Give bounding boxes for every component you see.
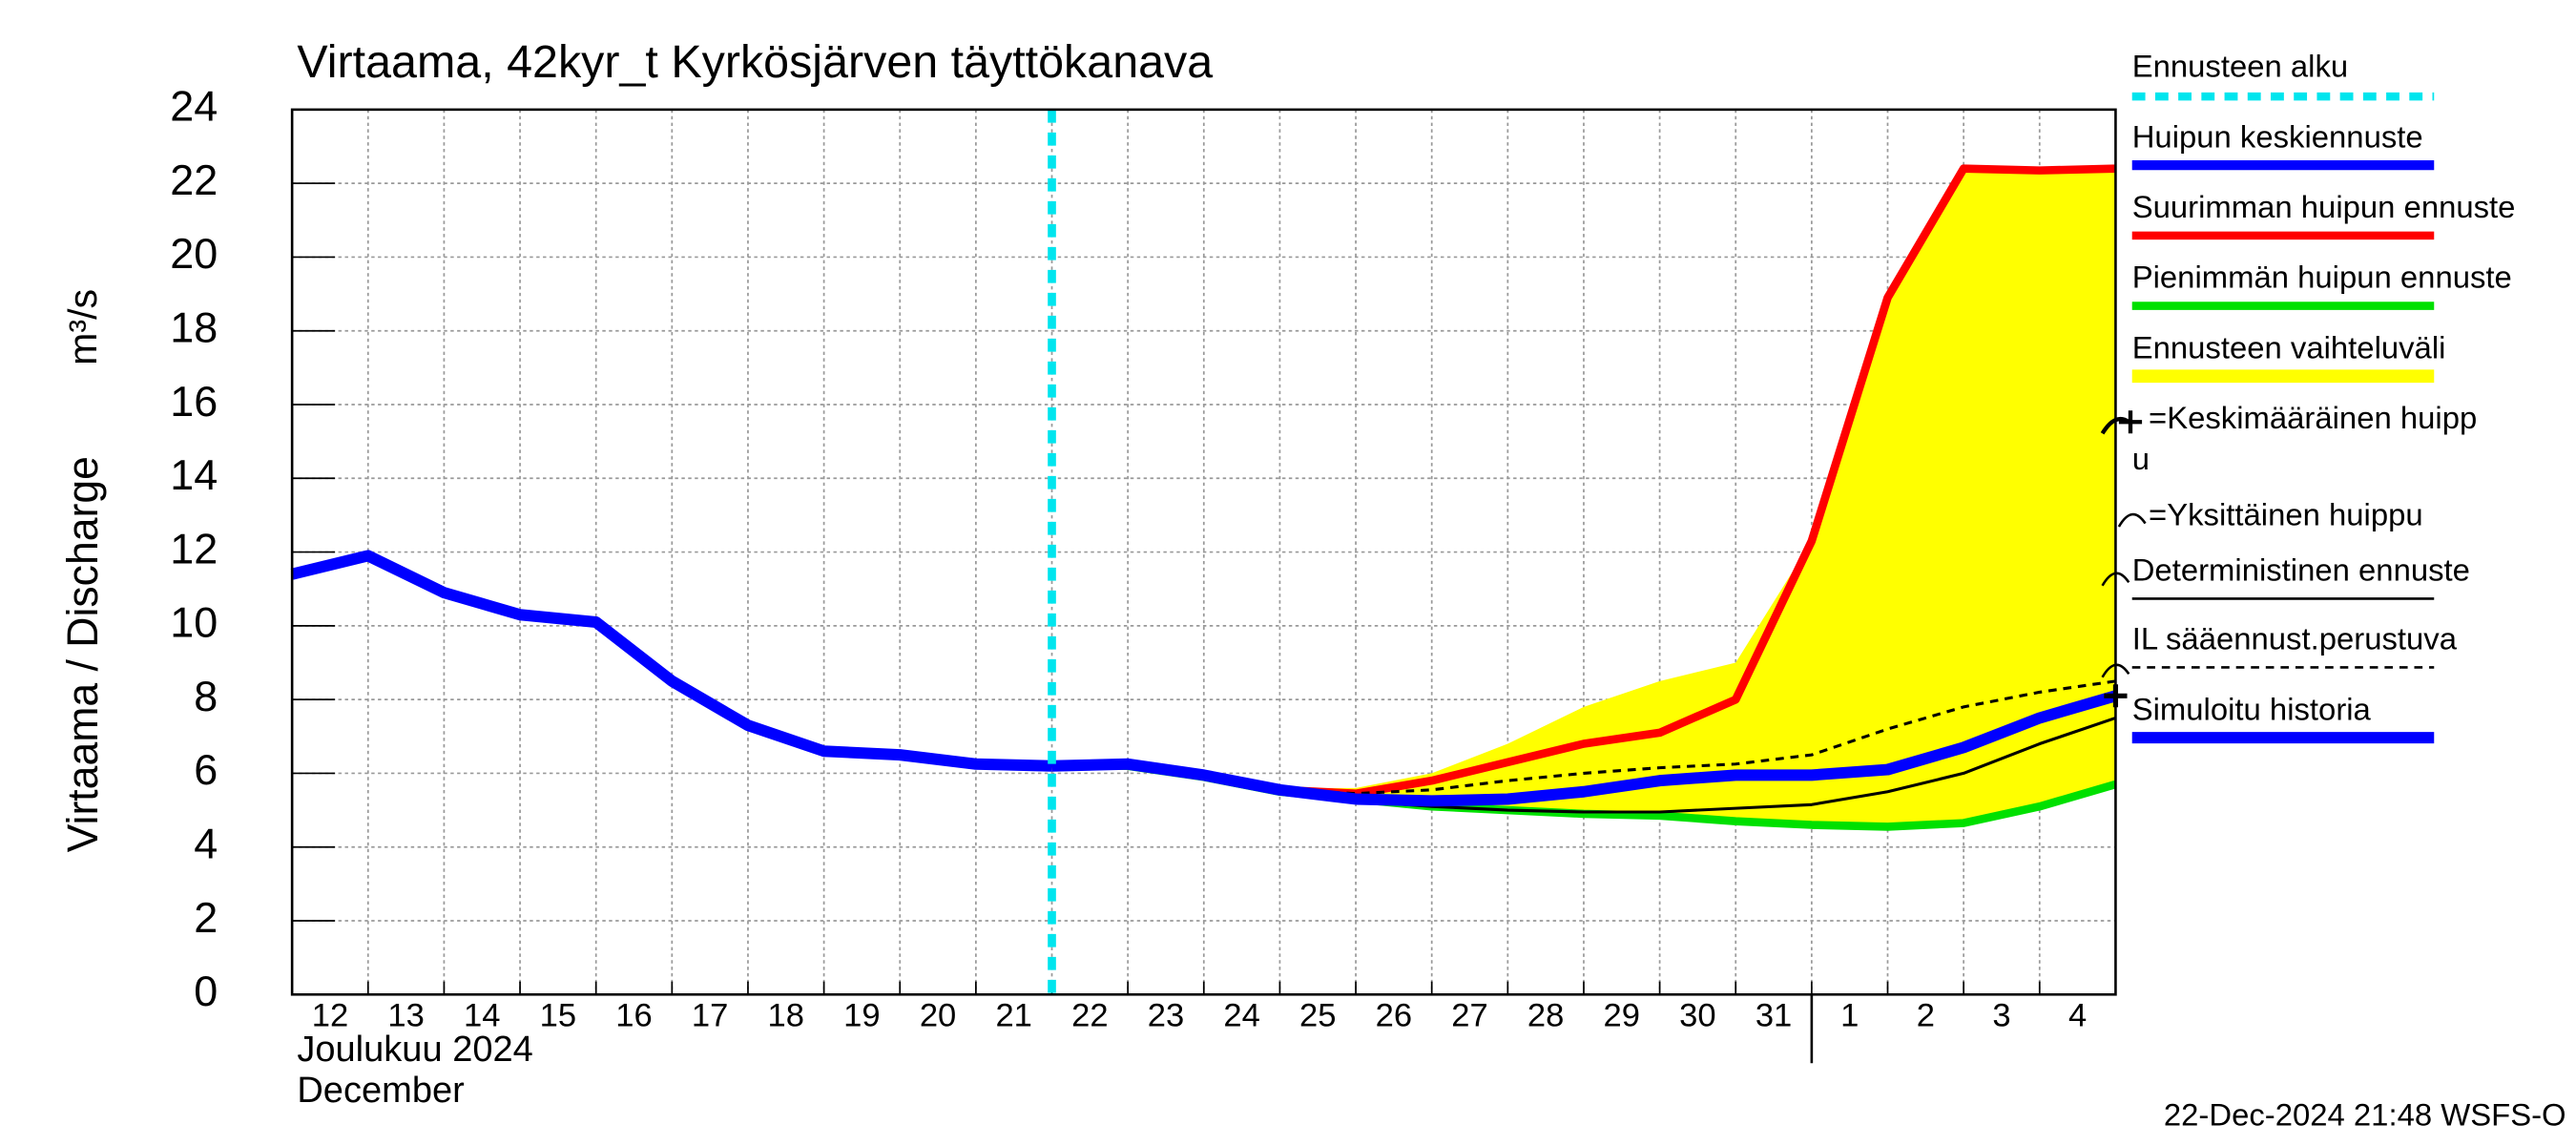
legend-label: Deterministinen ennuste [2132, 552, 2470, 588]
y-tick-label: 2 [194, 894, 218, 942]
legend-label: IL sääennust.perustuva [2132, 621, 2458, 656]
series-line [1051, 690, 2118, 807]
plot-frame [290, 108, 2117, 996]
y-axis-unit: m³/s [61, 289, 105, 365]
x-tick-label: 21 [995, 997, 1031, 1033]
x-tick-label: 2 [1917, 997, 1935, 1033]
month-label: Joulukuu 2024 [297, 1030, 533, 1070]
legend-icon [2101, 572, 2130, 587]
x-tick-label: 29 [1604, 997, 1640, 1033]
y-tick-label: 24 [170, 83, 218, 131]
y-axis-label: Virtaama / Discharge [59, 456, 107, 852]
x-tick-label: 25 [1299, 997, 1336, 1033]
x-tick-label: 17 [692, 997, 728, 1033]
x-tick-label: 20 [920, 997, 956, 1033]
y-tick-label: 16 [170, 378, 218, 426]
x-tick-label: 12 [312, 997, 348, 1033]
x-tick-label: 3 [1992, 997, 2010, 1033]
legend-label: =Yksittäinen huippu [2149, 496, 2423, 531]
x-tick-label: 31 [1755, 997, 1792, 1033]
legend-label: Pienimmän huipun ennuste [2132, 260, 2512, 295]
legend: Ennusteen alku Huipun keskiennuste Suurimm… [2100, 49, 2516, 744]
y-tick-label: 10 [170, 599, 218, 647]
legend-label: Huipun keskiennuste [2132, 118, 2423, 154]
series-line [290, 550, 1052, 772]
series-layer [290, 164, 2118, 831]
y-tick-label: 8 [194, 673, 218, 720]
y-tick-label: 6 [194, 746, 218, 794]
timestamp: 22-Dec-2024 21:48 WSFS-O [2164, 1097, 2566, 1133]
x-tick-label: 16 [615, 997, 652, 1033]
x-tick-label: 22 [1071, 997, 1108, 1033]
x-tick-label: 19 [843, 997, 880, 1033]
y-tick-label: 20 [170, 230, 218, 278]
x-tick-label: 30 [1679, 997, 1715, 1033]
x-tick-label: 15 [540, 997, 576, 1033]
x-tick-label: 28 [1527, 997, 1564, 1033]
x-tick-label: 13 [387, 997, 424, 1033]
y-tick-label: 22 [170, 156, 218, 204]
legend-label: Ennusteen vaihteluväli [2132, 330, 2446, 365]
legend-icon [2101, 663, 2130, 678]
chart-title: Virtaama, 42kyr_t Kyrkösjärven täyttökan… [297, 36, 1213, 88]
legend-icon [2117, 512, 2147, 528]
x-tick-label: 14 [464, 997, 500, 1033]
x-tick-label: 27 [1451, 997, 1487, 1033]
y-tick-label: 0 [194, 968, 218, 1015]
y-tick-label: 14 [170, 451, 218, 499]
x-tick-label: 18 [768, 997, 804, 1033]
legend-icon [2100, 410, 2143, 435]
x-tick-label: 26 [1376, 997, 1412, 1033]
y-tick-label: 4 [194, 821, 218, 868]
legend-label: Suurimman huipun ennuste [2132, 189, 2516, 224]
y-tick-label: 12 [170, 526, 218, 573]
legend-label: u [2132, 441, 2150, 476]
x-tick-label: 4 [2068, 997, 2087, 1033]
legend-label: =Keskimääräinen huipp [2149, 400, 2477, 435]
legend-label: Ennusteen alku [2132, 49, 2348, 84]
range-area [1051, 168, 2116, 827]
month-label-en: December [297, 1071, 464, 1111]
x-tick-label: 24 [1223, 997, 1259, 1033]
y-tick-label: 18 [170, 304, 218, 352]
x-tick-label: 1 [1840, 997, 1859, 1033]
x-tick-label: 23 [1148, 997, 1184, 1033]
legend-label: Simuloitu historia [2132, 691, 2372, 726]
